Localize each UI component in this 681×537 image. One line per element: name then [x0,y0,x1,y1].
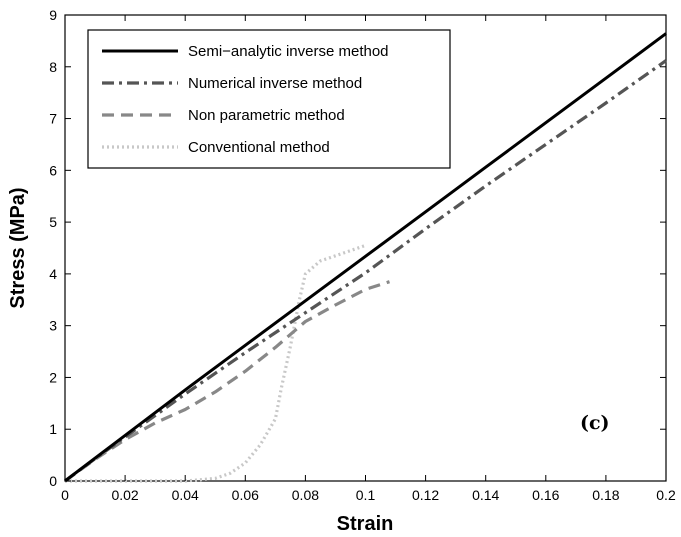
series-line-3 [65,243,367,483]
y-tick-label: 2 [49,369,57,385]
series-line-2 [64,280,390,483]
y-tick-label: 6 [49,162,57,178]
y-tick-label: 5 [49,214,57,230]
panel-annotation: (c) [580,412,610,434]
legend: Semi−analytic inverse method Numerical in… [87,29,451,169]
series-layer [64,32,667,483]
x-tick-label: 0.06 [232,487,259,503]
y-tick-label: 1 [49,421,57,437]
legend-label: Semi−analytic inverse method [188,43,389,60]
x-tick-label: 0.08 [292,487,319,503]
y-tick-label: 4 [49,266,57,282]
x-tick-label: 0 [61,487,69,503]
y-tick-label: 3 [49,318,57,334]
ticks-layer: 0 0.02 0.04 0.06 0.08 0.1 0.12 0.14 0.16 0.18 0.2 0… [49,7,676,503]
x-tick-label: 0.2 [656,487,676,503]
y-tick-label: 7 [49,111,57,127]
y-tick-label: 9 [49,7,57,23]
x-tick-label: 0.04 [172,487,199,503]
legend-label: Conventional method [188,139,330,156]
x-tick-label: 0.16 [532,487,559,503]
x-tick-label: 0.14 [472,487,499,503]
y-tick-label: 0 [49,473,57,489]
x-tick-label: 0.02 [111,487,138,503]
y-axis-title: Stress (MPa) [7,187,29,308]
series-line-0 [64,32,667,483]
legend-box [87,29,451,169]
x-tick-label: 0.1 [356,487,376,503]
x-tick-label: 0.12 [412,487,439,503]
x-axis-title: Strain [337,513,394,535]
legend-label: Non parametric method [188,107,345,124]
legend-label: Numerical inverse method [188,75,362,92]
x-tick-label: 0.18 [592,487,619,503]
y-tick-label: 8 [49,59,57,75]
